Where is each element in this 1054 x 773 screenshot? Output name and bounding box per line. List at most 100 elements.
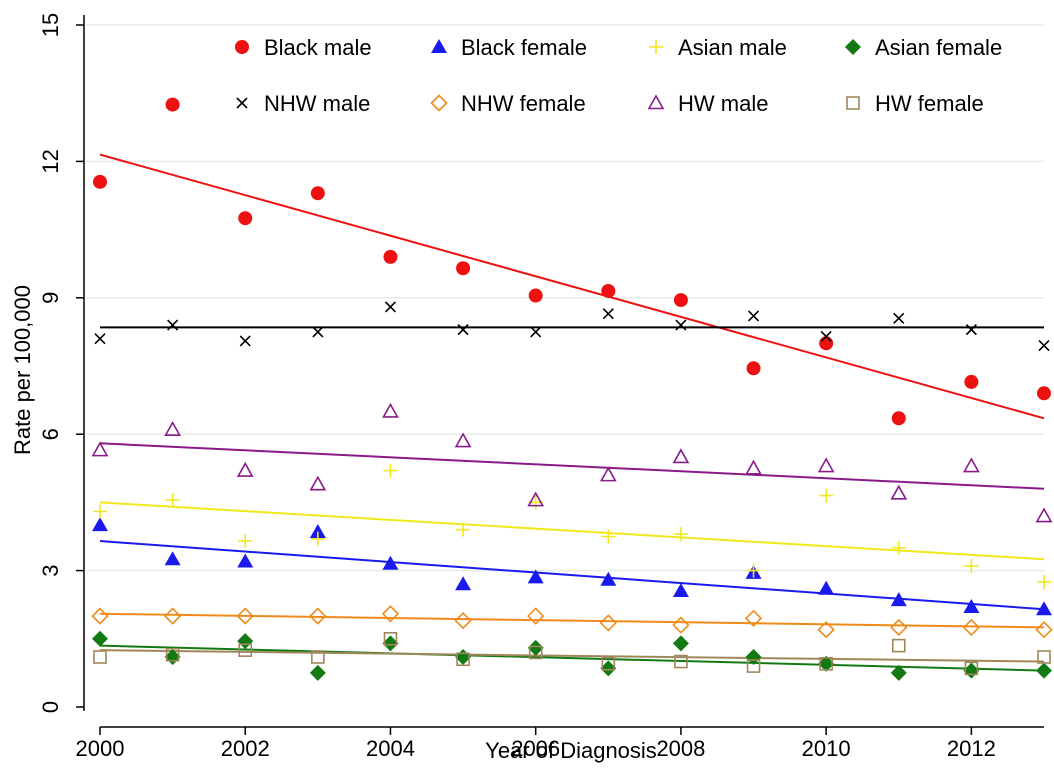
point-nhw-female — [454, 611, 472, 630]
legend-marker-nhw-male — [236, 97, 248, 109]
point-black-male — [673, 293, 688, 308]
point-asian-male — [964, 559, 979, 574]
point-asian-female — [1036, 662, 1052, 679]
fit-line-asian-female — [99, 644, 1045, 672]
point-black-female — [963, 598, 980, 613]
point-asian-male — [601, 529, 616, 544]
point-black-female — [309, 523, 326, 538]
legend-marker-asian-female — [845, 39, 861, 55]
point-black-female — [818, 580, 835, 595]
point-nhw-male — [94, 333, 106, 345]
point-black-male — [456, 261, 471, 276]
ticks: 0 3 6 9 12 15 2000 2002 2004 2006 2008 2010 2012 — [38, 13, 996, 761]
y-tick-label: 0 — [38, 701, 63, 713]
legend-label-asian-male: Asian male — [678, 35, 787, 60]
y-tick-label: 6 — [38, 428, 63, 440]
point-hw-female — [601, 657, 616, 671]
legend-label-black-female: Black female — [461, 35, 587, 60]
point-nhw-female — [309, 607, 327, 625]
point-hw-male — [672, 448, 690, 464]
point-black-male — [601, 283, 616, 298]
x-tick-label: 2010 — [802, 736, 851, 761]
point-black-female — [890, 592, 907, 607]
legend-marker-nhw-female — [430, 94, 448, 112]
legend-label-hw-male: HW male — [678, 91, 768, 116]
legend-marker-black-male — [235, 40, 249, 54]
legend-label-black-male: Black male — [264, 35, 372, 60]
point-hw-male — [599, 466, 617, 482]
fit-line-hw-male — [99, 442, 1045, 490]
point-hw-female — [165, 647, 180, 662]
point-nhw-female — [599, 614, 617, 632]
point-hw-male — [309, 475, 327, 491]
point-asian-female — [890, 664, 907, 681]
point-black-female — [600, 571, 617, 586]
axes — [83, 15, 1044, 728]
point-black-male — [891, 411, 906, 426]
point-black-female — [92, 517, 108, 532]
point-asian-male — [383, 463, 398, 478]
point-nhw-female — [962, 618, 981, 637]
point-hw-female — [1037, 650, 1051, 664]
point-nhw-male — [239, 335, 251, 347]
x-tick-label: 2002 — [221, 736, 270, 761]
point-black-male — [383, 249, 398, 264]
point-hw-female — [93, 650, 107, 664]
point-black-female — [672, 583, 689, 598]
point-hw-male — [890, 484, 908, 500]
point-nhw-male — [457, 324, 469, 336]
point-hw-male — [1035, 507, 1053, 523]
point-nhw-male — [1038, 339, 1050, 352]
fit-line-nhw-female — [99, 612, 1045, 629]
point-nhw-male — [820, 330, 832, 343]
point-hw-female — [383, 631, 398, 646]
point-black-male — [1037, 386, 1051, 401]
legend-marker-hw-female — [846, 96, 860, 110]
x-tick-label: 2004 — [366, 736, 415, 761]
point-hw-female — [746, 659, 761, 673]
point-hw-male — [236, 461, 254, 477]
point-hw-female — [528, 645, 543, 660]
point-asian-male — [746, 563, 761, 578]
point-black-male — [746, 361, 761, 376]
point-asian-female — [309, 664, 326, 681]
point-nhw-male — [675, 319, 687, 331]
data-points — [91, 97, 1053, 681]
point-hw-female — [238, 643, 253, 657]
gridlines — [86, 24, 1044, 572]
point-black-male — [93, 174, 107, 189]
x-axis-title: Year of Diagnosis — [485, 738, 657, 763]
point-nhw-male — [384, 301, 397, 313]
point-nhw-male — [602, 308, 614, 320]
point-asian-male — [238, 534, 253, 549]
point-black-female — [455, 576, 472, 591]
fit-line-black-female — [99, 540, 1045, 611]
point-hw-male — [164, 421, 181, 436]
point-asian-male — [1037, 574, 1051, 589]
point-nhw-female — [527, 607, 545, 625]
point-asian-female — [600, 660, 617, 677]
point-nhw-female — [236, 607, 254, 625]
point-hw-female — [819, 657, 833, 671]
point-hw-male — [91, 441, 109, 457]
point-nhw-male — [167, 319, 179, 331]
point-asian-female — [237, 633, 254, 650]
legend-marker-asian-male — [649, 40, 663, 54]
point-black-female — [164, 551, 181, 566]
point-nhw-male — [747, 310, 760, 322]
point-hw-male — [963, 457, 980, 473]
fit-line-black-male — [99, 153, 1045, 420]
point-nhw-male — [893, 312, 905, 324]
y-tick-label: 9 — [38, 292, 63, 304]
point-hw-female — [674, 654, 688, 669]
point-black-male — [819, 336, 834, 351]
point-black-female — [382, 555, 399, 570]
point-black-female — [1036, 601, 1052, 616]
point-black-male — [528, 288, 543, 303]
point-asian-female — [382, 635, 399, 652]
point-hw-male — [817, 457, 835, 473]
point-nhw-female — [817, 621, 835, 639]
legend: Black male Black female Asian male Asian fe… — [235, 35, 1002, 116]
point-hw-female — [964, 661, 979, 676]
legend-marker-hw-male — [647, 94, 665, 110]
